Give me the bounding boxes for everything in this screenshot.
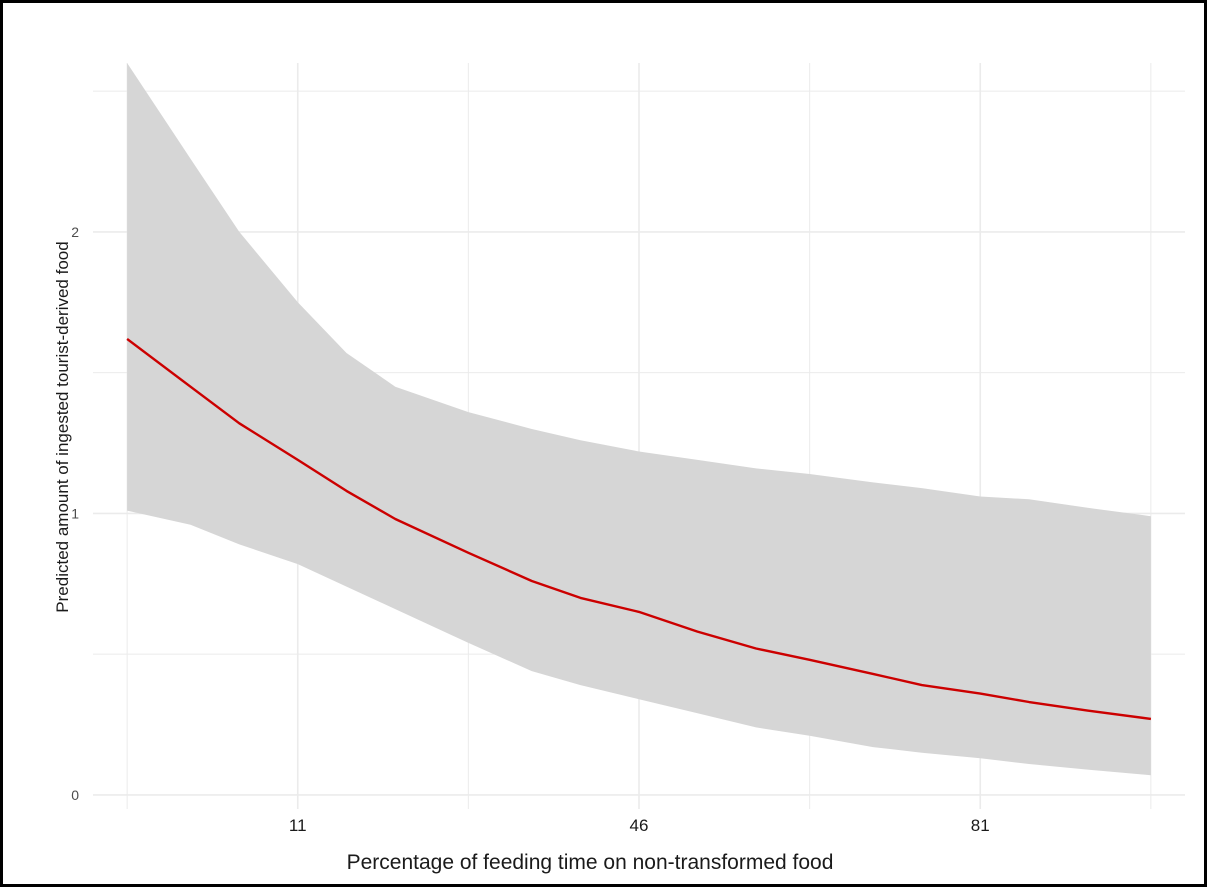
confidence-ribbon bbox=[127, 63, 1151, 776]
x-axis-title: Percentage of feeding time on non-transf… bbox=[347, 851, 834, 874]
y-tick-label: 1 bbox=[71, 505, 79, 521]
ribbon-layer bbox=[127, 63, 1151, 776]
x-tick-label: 11 bbox=[289, 816, 307, 835]
x-tick-labels: 11 46 81 bbox=[289, 816, 990, 835]
y-axis-title: Predicted amount of ingested tourist-der… bbox=[53, 241, 72, 612]
prediction-line bbox=[126, 337, 1152, 721]
line-layer bbox=[126, 337, 1152, 721]
x-tick-label: 46 bbox=[630, 816, 649, 835]
x-tick-label: 81 bbox=[971, 816, 990, 835]
chart-svg: 0 1 2 11 46 81 Percentage of feeding time on… bbox=[53, 63, 1185, 874]
y-tick-label: 2 bbox=[71, 224, 79, 240]
y-tick-labels: 0 1 2 bbox=[71, 224, 79, 803]
y-tick-label: 0 bbox=[71, 787, 79, 803]
